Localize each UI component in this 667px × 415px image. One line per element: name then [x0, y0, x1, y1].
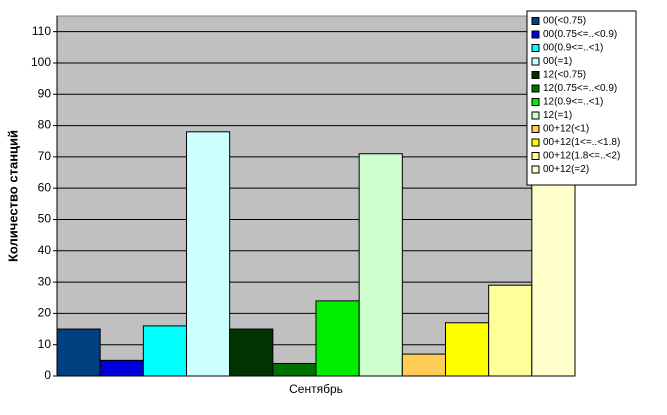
bar: [315, 300, 360, 377]
y-axis-title: Количество станций: [5, 130, 20, 262]
legend-swatch: [531, 30, 540, 39]
legend-label: 12(0.9<=..<1): [543, 97, 603, 108]
y-tick-label: 20: [38, 306, 52, 320]
y-tick-label: 110: [32, 24, 51, 38]
legend-label: 00+12(1.8<=..<2): [543, 151, 620, 162]
legend-label: 00(<0.75): [543, 16, 586, 27]
y-tick-label: 80: [38, 118, 52, 132]
legend-label: 12(<0.75): [543, 70, 586, 81]
bar: [488, 284, 533, 377]
y-tick-label: 90: [38, 86, 52, 100]
y-tick-label: 60: [38, 180, 52, 194]
y-tick-label: 30: [38, 274, 52, 288]
legend-label: 00(=1): [543, 56, 572, 67]
bar: [229, 328, 274, 377]
x-tick-label: Сентябрь: [289, 382, 343, 396]
legend-swatch: [531, 98, 540, 106]
legend-swatch: [531, 165, 540, 174]
legend-box: [526, 10, 637, 186]
bar: [358, 153, 403, 377]
legend-label: 00+12(1<=..<1.8): [543, 137, 620, 148]
y-tick-label: 100: [31, 55, 51, 69]
bar: [186, 131, 231, 377]
y-tick-label: 50: [38, 212, 52, 226]
legend-swatch: [531, 138, 540, 147]
y-tick-label: 10: [38, 337, 52, 351]
bar: [56, 328, 101, 377]
bar: [272, 362, 317, 377]
legend-swatch: [531, 152, 540, 160]
legend-swatch: [531, 17, 540, 25]
legend-swatch: [531, 111, 540, 120]
bar: [531, 178, 576, 377]
bar: [99, 359, 144, 377]
legend-swatch: [531, 84, 540, 93]
legend-swatch: [531, 125, 540, 133]
legend-label: 00(0.75<=..<0.9): [543, 29, 617, 40]
legend-label: 00(0.9<=..<1): [543, 43, 603, 54]
legend-label: 00+12(=2): [543, 164, 589, 175]
legend-label: 12(0.75<=..<0.9): [543, 83, 617, 94]
bar: [142, 325, 187, 377]
legend-swatch: [531, 44, 540, 52]
y-tick-label: 70: [38, 149, 52, 163]
legend-label: 00+12(<1): [543, 124, 589, 135]
legend-swatch: [531, 71, 540, 79]
bar: [401, 353, 447, 377]
bar: [445, 322, 490, 377]
y-tick-label: 0: [44, 368, 51, 382]
legend-label: 12(=1): [543, 110, 572, 121]
y-tick-label: 40: [38, 243, 52, 257]
legend: 00(<0.75) 00(0.75<=..<0.9) 00(0.9<=..<1) 00…: [526, 10, 637, 186]
legend-swatch: [531, 57, 540, 66]
